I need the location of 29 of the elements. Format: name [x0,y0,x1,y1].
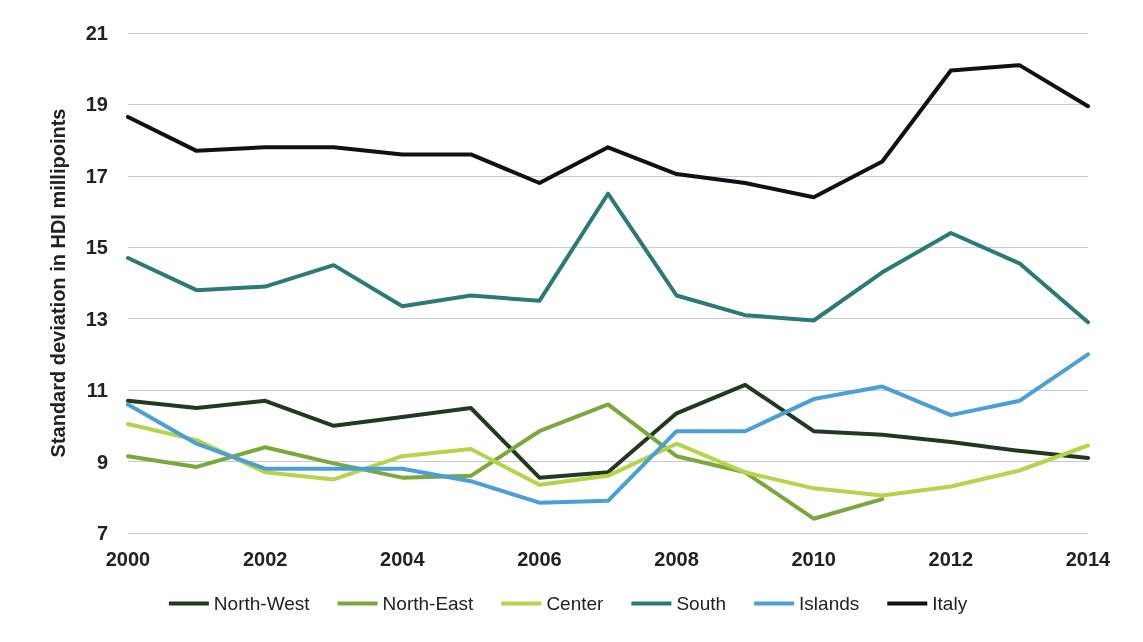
line-series [126,422,1090,498]
y-axis-title: Standard deviation in HDI millipoints [47,108,69,458]
x-tick-label: 2008 [654,548,699,570]
line-series [126,382,1090,480]
legend-label: North-West [213,593,311,614]
y-tick-label: 17 [85,164,108,187]
y-tick-label: 15 [85,236,108,259]
legend-label: Center [546,593,605,614]
legend-label: Italy [932,593,968,614]
x-tick-label: 2000 [105,548,151,570]
y-tick-label: 13 [85,307,108,330]
y-tick-label: 21 [85,22,108,44]
line-series [126,352,1090,505]
x-tick-label: 2002 [242,548,288,570]
x-tick-label: 2004 [380,548,426,570]
y-tick-label: 11 [86,379,108,402]
x-tick-label: 2014 [1065,548,1112,570]
x-tick-label: 2006 [517,548,562,570]
legend-label: South [676,593,727,614]
line-series [126,402,885,521]
legend-label: Islands [799,593,860,614]
legend-label: North-East [382,593,475,614]
y-tick-label: 19 [85,93,108,116]
line-series [126,63,1090,200]
line-series [126,191,1090,325]
y-tick-label: 7 [96,522,108,544]
x-tick-label: 2012 [928,548,974,570]
y-tick-label: 9 [96,450,108,473]
x-tick-label: 2010 [791,548,836,570]
